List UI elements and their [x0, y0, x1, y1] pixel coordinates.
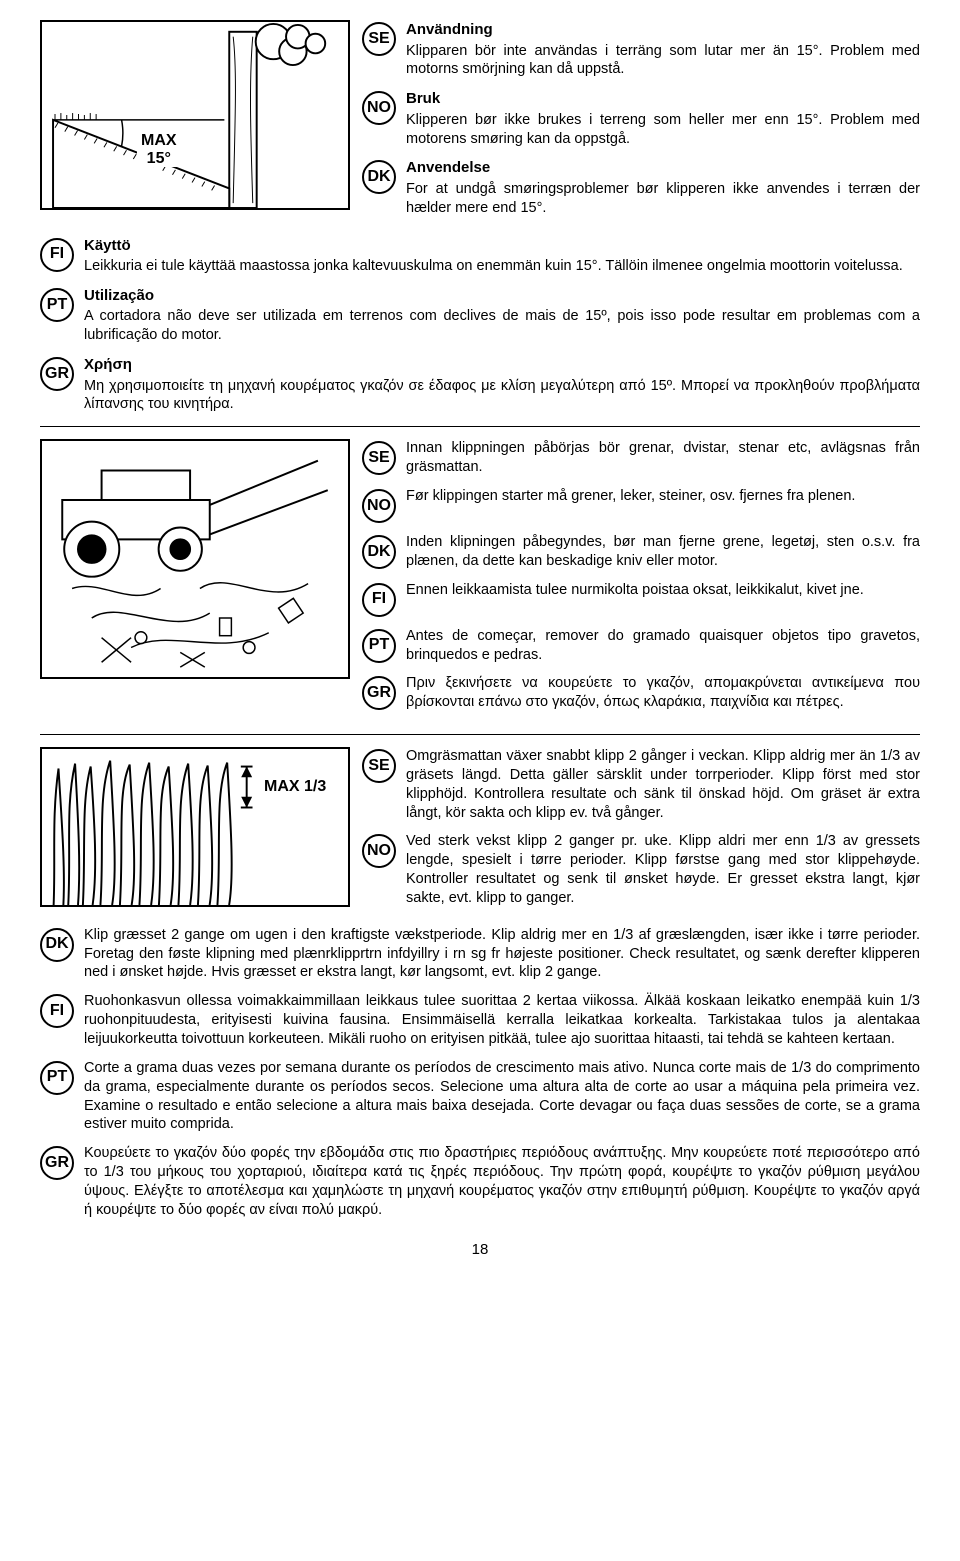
entry-heading: Användning [406, 20, 920, 40]
entry-body: Leikkuria ei tule käyttää maastossa jonk… [84, 258, 903, 274]
entry-text: Innan klippningen påbörjas bör grenar, d… [406, 439, 920, 477]
entry-body: Klipparen bör inte användas i terräng so… [406, 43, 920, 78]
lang-entry-dk: DK Klip græsset 2 gange om ugen i den kra… [40, 926, 920, 983]
entry-text: Inden klipningen påbegyndes, bør man fje… [406, 533, 920, 571]
illustration-mower-debris [40, 439, 350, 679]
section3-right-entries: SE Omgräsmattan växer snabbt klipp 2 gång… [362, 747, 920, 918]
lang-badge-gr: GR [40, 357, 74, 391]
section-cut-height: MAX 1/3 SE Omgräsmattan växer snabbt klip… [40, 747, 920, 1220]
lang-badge-se: SE [362, 749, 396, 783]
lang-badge-pt: PT [362, 629, 396, 663]
lang-badge-dk: DK [362, 160, 396, 194]
lang-entry-no: NO Bruk Klipperen bør ikke brukes i terren… [362, 89, 920, 148]
lang-badge-se: SE [362, 441, 396, 475]
entry-body: Κουρεύετε το γκαζόν δύο φορές την εβδομά… [84, 1145, 920, 1218]
illustration-grass-height: MAX 1/3 [40, 747, 350, 907]
entry-text: Klip græsset 2 gange om ugen i den kraft… [84, 926, 920, 983]
lang-entry-dk: DK Inden klipningen påbegyndes, bør man f… [362, 533, 920, 571]
entry-text: Κουρεύετε το γκαζόν δύο φορές την εβδομά… [84, 1144, 920, 1219]
lang-entry-no: NO Ved sterk vekst klipp 2 ganger pr. uke… [362, 832, 920, 907]
lang-entry-se: SE Innan klippningen påbörjas bör grenar,… [362, 439, 920, 477]
entry-text: Før klippingen starter må grener, leker,… [406, 487, 920, 506]
page-number: 18 [40, 1240, 920, 1260]
entry-text: Ruohonkasvun ollessa voimakkaimmillaan l… [84, 992, 920, 1049]
lang-entry-pt: PT Corte a grama duas vezes por semana du… [40, 1059, 920, 1134]
entry-heading: Utilização [84, 286, 920, 306]
section-clear-debris: SE Innan klippningen påbörjas bör grenar,… [40, 439, 920, 722]
section3-below-entries: DK Klip græsset 2 gange om ugen i den kra… [40, 926, 920, 1220]
entry-text: Πριν ξεκινήσετε να κουρεύετε το γκαζόν, … [406, 674, 920, 712]
lang-entry-gr: GR Χρήση Μη χρησιμοποιείτε τη μηχανή κουρέ… [40, 355, 920, 414]
lang-badge-no: NO [362, 834, 396, 868]
divider [40, 426, 920, 427]
entry-text: UtilizaçãoA cortadora não deve ser utili… [84, 286, 920, 345]
entry-body: Før klippingen starter må grener, leker,… [406, 488, 855, 504]
entry-body: Μη χρησιμοποιείτε τη μηχανή κουρέματος γ… [84, 378, 920, 413]
entry-body: Klip græsset 2 gange om ugen i den kraft… [84, 927, 920, 981]
lang-entry-pt: PT Antes de começar, remover do gramado q… [362, 627, 920, 665]
lang-badge-fi: FI [40, 238, 74, 272]
lang-badge-gr: GR [362, 676, 396, 710]
entry-text: Bruk Klipperen bør ikke brukes i terreng … [406, 89, 920, 148]
entry-text: Antes de começar, remover do gramado qua… [406, 627, 920, 665]
lang-entry-dk: DK Anvendelse For at undgå smøringsproblem… [362, 158, 920, 217]
entry-text: Käyttö Leikkuria ei tule käyttää maastoss… [84, 236, 920, 276]
entry-body: Corte a grama duas vezes por semana dura… [84, 1060, 920, 1133]
lang-entry-gr: GR Κουρεύετε το γκαζόν δύο φορές την εβδο… [40, 1144, 920, 1219]
section-usage: MAX 15° SE Användning Klipparen bör inte a… [40, 20, 920, 414]
lang-entry-pt: PT UtilizaçãoA cortadora não deve ser uti… [40, 286, 920, 345]
entry-text: Corte a grama duas vezes por semana dura… [84, 1059, 920, 1134]
section1-below-entries: FI Käyttö Leikkuria ei tule käyttää maasto… [40, 236, 920, 415]
entry-text: Ved sterk vekst klipp 2 ganger pr. uke. … [406, 832, 920, 907]
entry-body: Ruohonkasvun ollessa voimakkaimmillaan l… [84, 993, 920, 1047]
section2-right-entries: SE Innan klippningen påbörjas bör grenar,… [362, 439, 920, 722]
entry-body: Antes de começar, remover do gramado qua… [406, 628, 920, 663]
lang-entry-fi: FI Käyttö Leikkuria ei tule käyttää maasto… [40, 236, 920, 276]
entry-body: For at undgå smøringsproblemer bør klipp… [406, 181, 920, 216]
entry-body: Πριν ξεκινήσετε να κουρεύετε το γκαζόν, … [406, 675, 920, 710]
illus-slope-label: MAX 15° [137, 132, 181, 167]
lang-badge-pt: PT [40, 1061, 74, 1095]
entry-text: Ennen leikkaamista tulee nurmikolta pois… [406, 581, 920, 600]
lang-entry-fi: FI Ruohonkasvun ollessa voimakkaimmillaan… [40, 992, 920, 1049]
entry-heading: Χρήση [84, 355, 920, 375]
entry-text: Anvendelse For at undgå smøringsproblemer… [406, 158, 920, 217]
lang-badge-dk: DK [362, 535, 396, 569]
lang-entry-no: NO Før klippingen starter må grener, leke… [362, 487, 920, 523]
lang-entry-se: SE Omgräsmattan växer snabbt klipp 2 gång… [362, 747, 920, 822]
entry-text: Användning Klipparen bör inte användas i … [406, 20, 920, 79]
entry-body: Ennen leikkaamista tulee nurmikolta pois… [406, 582, 864, 598]
divider [40, 734, 920, 735]
lang-badge-se: SE [362, 22, 396, 56]
entry-body: Klipperen bør ikke brukes i terreng som … [406, 112, 920, 147]
section1-right-entries: SE Användning Klipparen bör inte användas … [362, 20, 920, 228]
entry-heading: Anvendelse [406, 158, 920, 178]
lang-badge-gr: GR [40, 1146, 74, 1180]
lang-entry-gr: GR Πριν ξεκινήσετε να κουρεύετε το γκαζόν… [362, 674, 920, 712]
illus-grass-label: MAX 1/3 [260, 777, 330, 798]
lang-entry-se: SE Användning Klipparen bör inte användas … [362, 20, 920, 79]
lang-badge-pt: PT [40, 288, 74, 322]
lang-badge-no: NO [362, 91, 396, 125]
entry-heading: Bruk [406, 89, 920, 109]
entry-body: Inden klipningen påbegyndes, bør man fje… [406, 534, 920, 569]
entry-heading: Käyttö [84, 236, 920, 256]
lang-badge-fi: FI [362, 583, 396, 617]
entry-text: Omgräsmattan växer snabbt klipp 2 gånger… [406, 747, 920, 822]
lang-badge-fi: FI [40, 994, 74, 1028]
entry-body: A cortadora não deve ser utilizada em te… [84, 308, 920, 343]
entry-text: Χρήση Μη χρησιμοποιείτε τη μηχανή κουρέμα… [84, 355, 920, 414]
entry-body: Omgräsmattan växer snabbt klipp 2 gånger… [406, 748, 920, 821]
lang-badge-dk: DK [40, 928, 74, 962]
illustration-slope: MAX 15° [40, 20, 350, 210]
lang-entry-fi: FI Ennen leikkaamista tulee nurmikolta po… [362, 581, 920, 617]
entry-body: Innan klippningen påbörjas bör grenar, d… [406, 440, 920, 475]
lang-badge-no: NO [362, 489, 396, 523]
entry-body: Ved sterk vekst klipp 2 ganger pr. uke. … [406, 833, 920, 906]
